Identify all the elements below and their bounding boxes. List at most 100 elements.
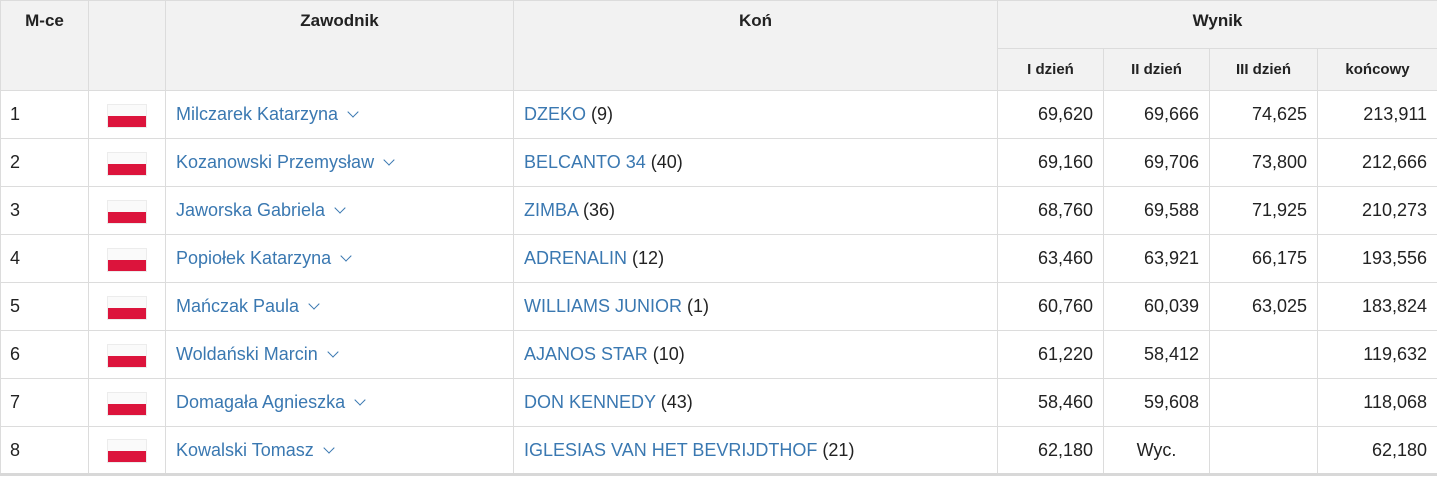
rider-name: Popiołek Katarzyna	[176, 248, 332, 268]
rider-link[interactable]: Kozanowski Przemysław	[176, 152, 395, 172]
final-score: 213,911	[1316, 90, 1437, 139]
poland-flag-icon	[108, 152, 146, 175]
table-row: 7 Domagała Agnieszka DON KENNEDY (43) 58…	[0, 378, 1437, 427]
table-row: 1 Milczarek Katarzyna DZEKO (9) 69,620 6…	[0, 90, 1437, 139]
day2-score: 69,666	[1103, 90, 1210, 139]
table-row: 8 Kowalski Tomasz IGLESIAS VAN HET BEVRI…	[0, 426, 1437, 476]
horse-link[interactable]: ZIMBA	[524, 200, 579, 220]
horse-number: (12)	[632, 248, 665, 268]
horse-number: (10)	[652, 344, 685, 364]
horse-link[interactable]: DZEKO	[524, 104, 587, 124]
rider-link[interactable]: Kowalski Tomasz	[176, 440, 335, 460]
rider-link[interactable]: Domagała Agnieszka	[176, 392, 366, 412]
flag-cell	[88, 138, 166, 187]
horse-number: (40)	[650, 152, 683, 172]
chevron-down-icon[interactable]	[383, 154, 395, 166]
chevron-down-icon[interactable]	[323, 441, 335, 454]
chevron-down-icon[interactable]	[340, 250, 352, 262]
final-score: 119,632	[1316, 330, 1437, 379]
place-cell: 8	[0, 426, 89, 476]
day3-score: 73,800	[1209, 138, 1318, 187]
day3-score: 74,625	[1209, 90, 1318, 139]
poland-flag-icon	[108, 200, 146, 223]
rider-cell: Mańczak Paula	[165, 282, 514, 331]
table-row: 5 Mańczak Paula WILLIAMS JUNIOR (1) 60,7…	[0, 282, 1437, 331]
horse-number: (43)	[660, 392, 693, 412]
chevron-down-icon[interactable]	[327, 346, 339, 358]
day2-score: 63,921	[1103, 234, 1210, 283]
horse-link[interactable]: AJANOS STAR	[524, 344, 648, 364]
flag-cell	[88, 90, 166, 139]
day3-score: 63,025	[1209, 282, 1318, 331]
horse-cell: WILLIAMS JUNIOR (1)	[513, 282, 998, 331]
rider-cell: Domagała Agnieszka	[165, 378, 514, 427]
poland-flag-icon	[108, 440, 146, 462]
chevron-down-icon[interactable]	[347, 106, 359, 118]
table-body: 1 Milczarek Katarzyna DZEKO (9) 69,620 6…	[0, 90, 1437, 476]
header-final: końcowy	[1316, 48, 1437, 91]
rider-cell: Milczarek Katarzyna	[165, 90, 514, 139]
horse-number: (1)	[687, 296, 710, 316]
flag-cell	[88, 330, 166, 379]
place-cell: 4	[0, 234, 89, 283]
rider-link[interactable]: Mańczak Paula	[176, 296, 320, 316]
rider-link[interactable]: Milczarek Katarzyna	[176, 104, 359, 124]
horse-link[interactable]: IGLESIAS VAN HET BEVRIJDTHOF	[524, 439, 818, 460]
rider-link[interactable]: Popiołek Katarzyna	[176, 248, 352, 268]
rider-cell: Jaworska Gabriela	[165, 186, 514, 235]
day3-score	[1209, 330, 1318, 379]
poland-flag-icon	[108, 344, 146, 367]
flag-cell	[88, 426, 166, 476]
day2-score: 60,039	[1103, 282, 1210, 331]
final-score: 210,273	[1316, 186, 1437, 235]
table-row: 6 Woldański Marcin AJANOS STAR (10) 61,2…	[0, 330, 1437, 379]
horse-link[interactable]: ADRENALIN	[524, 248, 628, 268]
day3-score: 71,925	[1209, 186, 1318, 235]
horse-link[interactable]: BELCANTO 34	[524, 152, 646, 172]
day1-score: 68,760	[997, 186, 1104, 235]
horse-link[interactable]: WILLIAMS JUNIOR	[524, 296, 683, 316]
day1-score: 69,620	[997, 90, 1104, 139]
rider-cell: Woldański Marcin	[165, 330, 514, 379]
header-place: M-ce	[0, 0, 89, 91]
day2-score: 69,706	[1103, 138, 1210, 187]
rider-link[interactable]: Woldański Marcin	[176, 344, 339, 364]
day3-score	[1209, 378, 1318, 427]
final-score: 62,180	[1316, 426, 1437, 476]
poland-flag-icon	[108, 104, 146, 127]
header-day2: II dzień	[1103, 48, 1210, 91]
day1-score: 62,180	[997, 426, 1104, 476]
day1-score: 61,220	[997, 330, 1104, 379]
place-cell: 5	[0, 282, 89, 331]
table-header: M-ce Zawodnik Koń Wynik I dzień II dzień…	[0, 0, 1437, 91]
day1-score: 63,460	[997, 234, 1104, 283]
rider-name: Kozanowski Przemysław	[176, 152, 375, 172]
chevron-down-icon[interactable]	[334, 202, 346, 214]
final-score: 183,824	[1316, 282, 1437, 331]
horse-cell: ADRENALIN (12)	[513, 234, 998, 283]
table-row: 3 Jaworska Gabriela ZIMBA (36) 68,760 69…	[0, 186, 1437, 235]
flag-cell	[88, 378, 166, 427]
place-cell: 3	[0, 186, 89, 235]
final-score: 212,666	[1316, 138, 1437, 187]
day3-score: 66,175	[1209, 234, 1318, 283]
day1-score: 58,460	[997, 378, 1104, 427]
rider-link[interactable]: Jaworska Gabriela	[176, 200, 346, 220]
day1-score: 60,760	[997, 282, 1104, 331]
day2-score: 59,608	[1103, 378, 1210, 427]
horse-cell: DON KENNEDY (43)	[513, 378, 998, 427]
final-score: 193,556	[1316, 234, 1437, 283]
horse-cell: IGLESIAS VAN HET BEVRIJDTHOF (21)	[513, 426, 998, 476]
place-cell: 7	[0, 378, 89, 427]
rider-cell: Popiołek Katarzyna	[165, 234, 514, 283]
rider-name: Woldański Marcin	[176, 344, 318, 364]
flag-cell	[88, 186, 166, 235]
final-score: 118,068	[1316, 378, 1437, 427]
horse-link[interactable]: DON KENNEDY	[524, 392, 656, 412]
chevron-down-icon[interactable]	[354, 394, 366, 406]
day2-score: Wyc.	[1103, 426, 1210, 476]
horse-cell: DZEKO (9)	[513, 90, 998, 139]
chevron-down-icon[interactable]	[308, 298, 320, 310]
day3-score	[1209, 426, 1318, 476]
